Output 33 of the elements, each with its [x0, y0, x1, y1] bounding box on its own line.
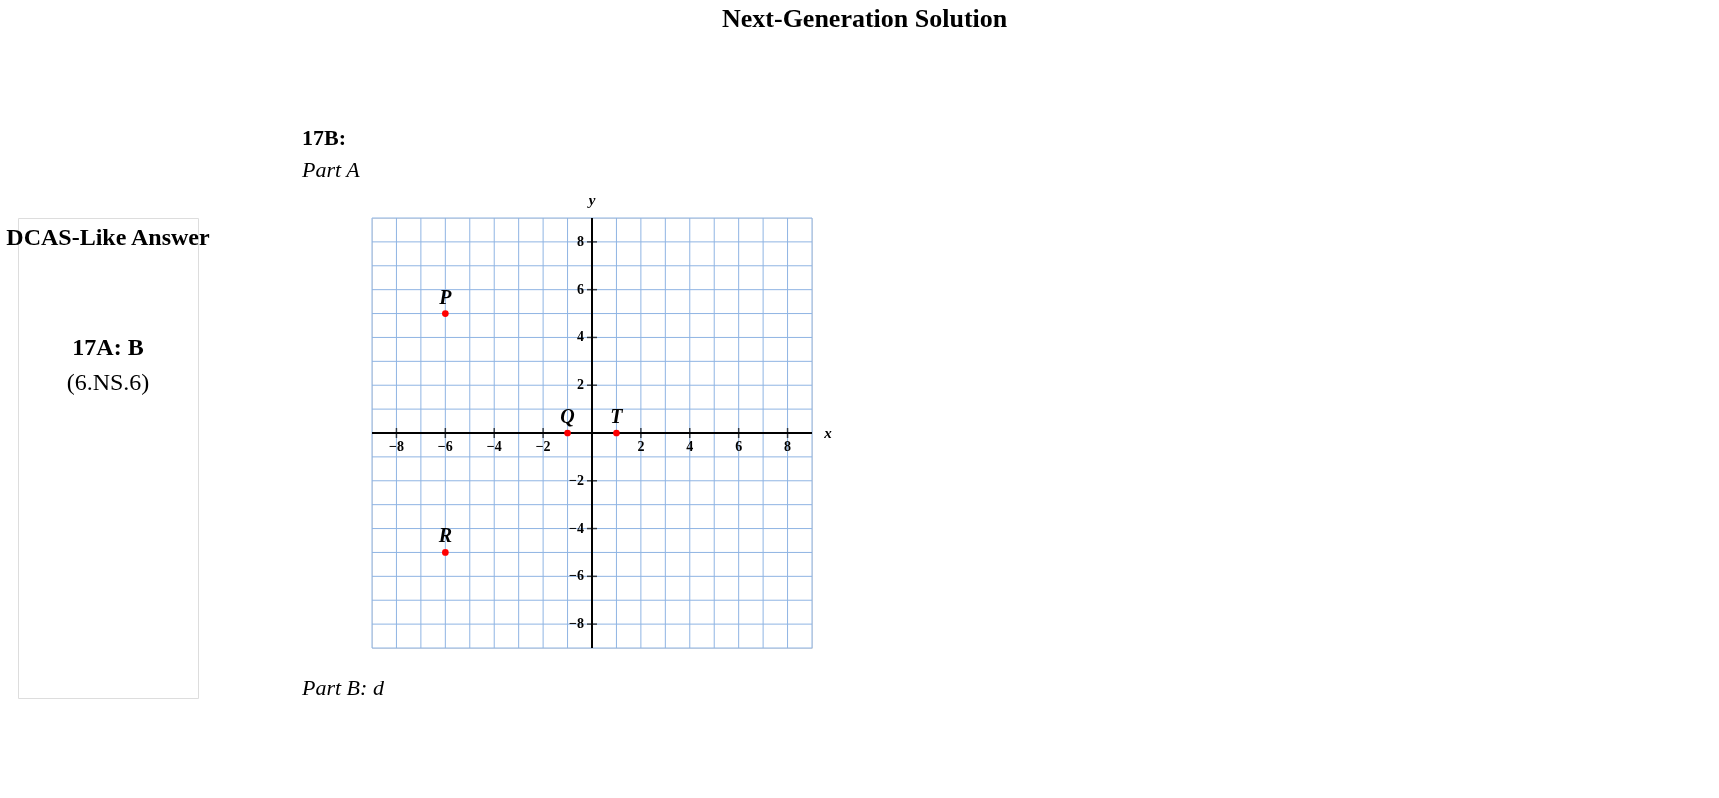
text: Next-Generation Solution	[722, 4, 1008, 33]
y-tick-label: −4	[569, 520, 584, 536]
point	[613, 429, 620, 437]
x-tick-label: −8	[388, 439, 404, 454]
x-tick-label: −2	[535, 439, 551, 454]
x-tick-label: −6	[437, 439, 453, 454]
text: 17B:	[302, 125, 346, 150]
text: 17A: B	[72, 334, 144, 360]
point	[441, 310, 449, 317]
y-tick-label: 2	[577, 377, 584, 393]
y-tick-label: −6	[569, 568, 584, 584]
annotation: R	[437, 524, 453, 547]
x-axis-title: x	[823, 425, 833, 441]
text: Part B: d	[301, 675, 385, 700]
point	[564, 429, 571, 437]
text: Part A	[301, 157, 361, 182]
y-tick-label: −8	[569, 616, 584, 632]
annotation: T	[610, 405, 624, 427]
y-tick-label: −2	[569, 472, 584, 488]
x-tick-label: 8	[784, 439, 792, 454]
point	[441, 549, 449, 556]
x-tick-label: −4	[486, 439, 502, 454]
y-tick-label: 4	[577, 329, 584, 345]
x-tick-label: 6	[735, 439, 743, 454]
annotation: Q	[560, 405, 575, 427]
annotation: P	[438, 285, 453, 308]
text: DCAS-Like Answer	[6, 224, 211, 250]
y-tick-label: 8	[577, 233, 584, 249]
y-axis-title: y	[586, 192, 596, 208]
y-tick-label: 6	[577, 281, 584, 297]
x-tick-label: 4	[686, 439, 694, 454]
x-tick-label: 2	[637, 439, 645, 454]
text: (6.NS.6)	[66, 369, 150, 395]
